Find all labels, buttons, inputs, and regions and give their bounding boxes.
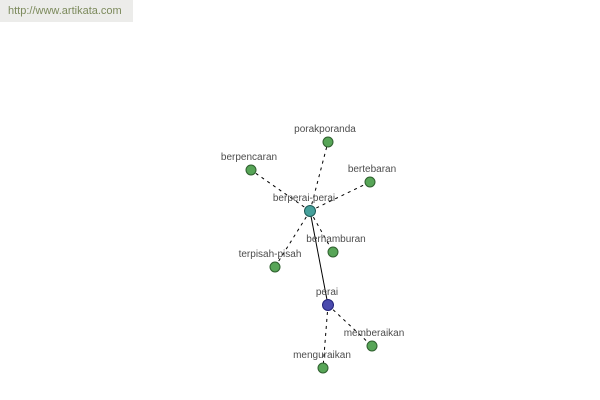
- graph-edge-berperai-perai--berpencaran: [250, 169, 311, 212]
- node-label: berhamburan: [306, 234, 366, 245]
- node-circle-icon: [245, 164, 257, 176]
- node-circle-icon: [322, 299, 334, 311]
- node-label: berpencaran: [220, 152, 278, 163]
- graph-edge-perai--memberaikan: [327, 304, 373, 347]
- url-bar: http://www.artikata.com: [0, 0, 133, 22]
- graph-edge-berperai-perai--perai: [309, 210, 329, 306]
- node-label: menguraikan: [293, 350, 351, 361]
- node-circle-icon: [317, 362, 329, 374]
- url-label: http://www.artikata.com: [8, 5, 122, 17]
- node-label: berperai-perai: [272, 193, 336, 204]
- node-label: bertebaran: [347, 164, 397, 175]
- node-label: porakporanda: [294, 124, 356, 135]
- node-circle-icon: [366, 340, 378, 352]
- node-label: memberaikan: [343, 328, 405, 339]
- node-circle-icon: [269, 261, 281, 273]
- node-circle-icon: [364, 176, 376, 188]
- node-circle-icon: [304, 205, 316, 217]
- node-label: perai: [315, 287, 339, 298]
- node-circle-icon: [322, 136, 334, 148]
- node-label: terpisah-pisah: [238, 249, 302, 260]
- graph-edge-berperai-perai--porakporanda: [309, 141, 329, 212]
- graph-edge-berperai-perai--berhamburan: [309, 210, 334, 253]
- node-circle-icon: [327, 246, 339, 258]
